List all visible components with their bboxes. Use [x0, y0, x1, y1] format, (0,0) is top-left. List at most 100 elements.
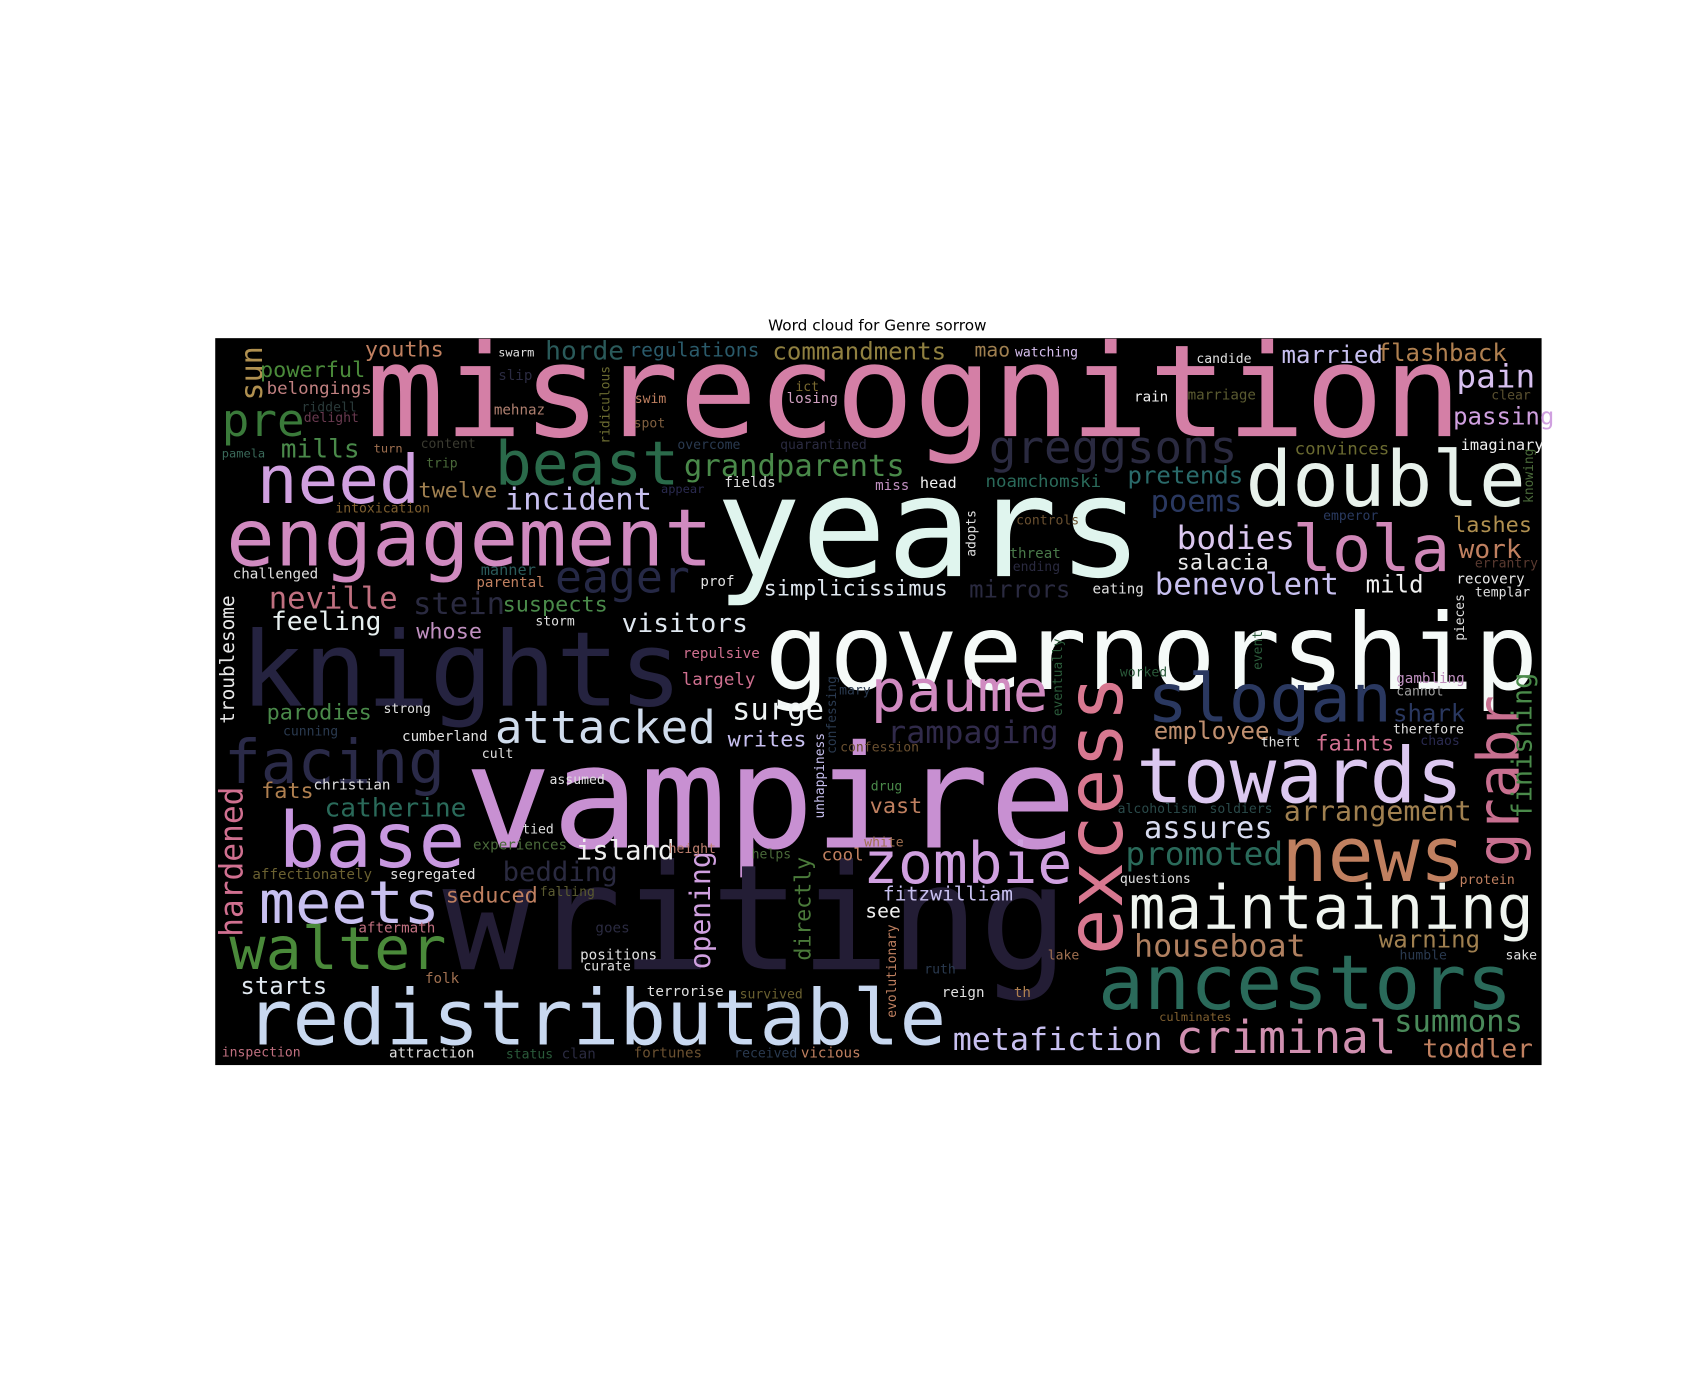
word: culminates [1159, 1010, 1231, 1024]
word: soldiers [1209, 802, 1272, 817]
word: passing [1453, 402, 1554, 430]
word: gambling [1396, 671, 1464, 687]
word: manner [481, 561, 536, 579]
word: pain [1456, 358, 1535, 396]
word: swim [635, 392, 667, 407]
word: starts [240, 972, 327, 1000]
word: writing [442, 833, 1068, 1004]
word: prof [700, 574, 734, 590]
word: white [864, 836, 904, 851]
word: sun [235, 346, 270, 400]
word: fitzwilliam [883, 882, 1013, 905]
word: lashes [1453, 513, 1532, 538]
word: alcoholism [1118, 802, 1197, 817]
word: finishing [1508, 673, 1539, 819]
word: questions [1120, 872, 1191, 887]
word: event [1251, 631, 1266, 670]
word: mao [975, 339, 1011, 362]
word: controls [1016, 514, 1079, 529]
word: experiences [473, 838, 567, 854]
word: mirrors [969, 576, 1070, 604]
word: parental [476, 575, 544, 591]
word: assumed [550, 773, 605, 788]
word: mills [281, 435, 360, 465]
word: paume [871, 657, 1049, 725]
word: knights [240, 609, 682, 730]
word: falling [540, 885, 595, 900]
word: swarm [498, 346, 534, 360]
word: towards [1136, 733, 1463, 821]
word: pre [222, 394, 305, 447]
word: assures [1144, 811, 1273, 846]
word: salacia [1177, 551, 1269, 576]
word: sake [1506, 949, 1538, 964]
word: watching [1015, 346, 1078, 361]
word: excess [1051, 675, 1142, 955]
word: feeling [271, 607, 381, 637]
word: unhappiness [813, 733, 828, 818]
word: criminal [1176, 1012, 1397, 1065]
word: incident [505, 483, 652, 518]
word: work [1459, 535, 1522, 565]
word: pamela [222, 447, 265, 461]
word: ancestors [1098, 940, 1512, 1027]
word: slip [498, 368, 532, 384]
word: mehnaz [494, 403, 545, 419]
word: news [1282, 811, 1466, 898]
word: curate [583, 959, 630, 974]
word: overcome [677, 438, 740, 453]
word: humble [1400, 949, 1447, 964]
word: segregated [390, 867, 475, 883]
word: attraction [389, 1046, 474, 1062]
word: intoxication [335, 502, 430, 517]
word: stein [413, 587, 505, 622]
word: parodies [267, 701, 372, 726]
word: beast [495, 430, 679, 499]
word: troublesome [216, 595, 239, 723]
word: marriage [1188, 388, 1256, 404]
word: strong [383, 702, 430, 717]
word: noamchomski [985, 472, 1101, 492]
word: ending [1013, 560, 1060, 575]
word: catherine [324, 793, 466, 823]
word: attacked [495, 701, 716, 754]
word: imaginary [1461, 436, 1544, 454]
word: repulsive [683, 646, 760, 662]
word: warning [1379, 926, 1480, 954]
word: poems [1150, 485, 1242, 520]
word: eager [555, 553, 690, 604]
word: meets [259, 869, 440, 938]
word: aftermath [358, 921, 435, 937]
word: status [506, 1048, 553, 1063]
word: opening [684, 851, 717, 969]
word: vampire [464, 715, 1076, 882]
word: visitors [622, 609, 748, 639]
word: vast [870, 794, 923, 819]
word: bodies [1177, 519, 1295, 557]
word: fortunes [634, 1046, 702, 1062]
word: cool [822, 846, 864, 866]
word: maintaining [1129, 874, 1534, 943]
word: height [669, 842, 716, 857]
word: whose [416, 620, 482, 645]
word: trip [426, 456, 458, 471]
word: directly [792, 857, 817, 961]
word: redistributable [246, 975, 946, 1063]
word: shark [1393, 700, 1465, 728]
word: largely [682, 670, 756, 690]
word: helps [752, 847, 791, 862]
word: suspects [503, 593, 608, 618]
word: grandparents [684, 449, 905, 484]
word: neville [269, 582, 398, 617]
word: emperor [1323, 509, 1378, 524]
word: greggsons [989, 421, 1238, 474]
word: therefore [1393, 722, 1464, 737]
word: double [1246, 437, 1526, 525]
word: need [257, 441, 420, 518]
word: christian [314, 777, 391, 793]
word: rain [1134, 390, 1168, 406]
cloud-background [215, 338, 1542, 1066]
word: cannot [1396, 685, 1443, 700]
word: spot [634, 417, 666, 432]
